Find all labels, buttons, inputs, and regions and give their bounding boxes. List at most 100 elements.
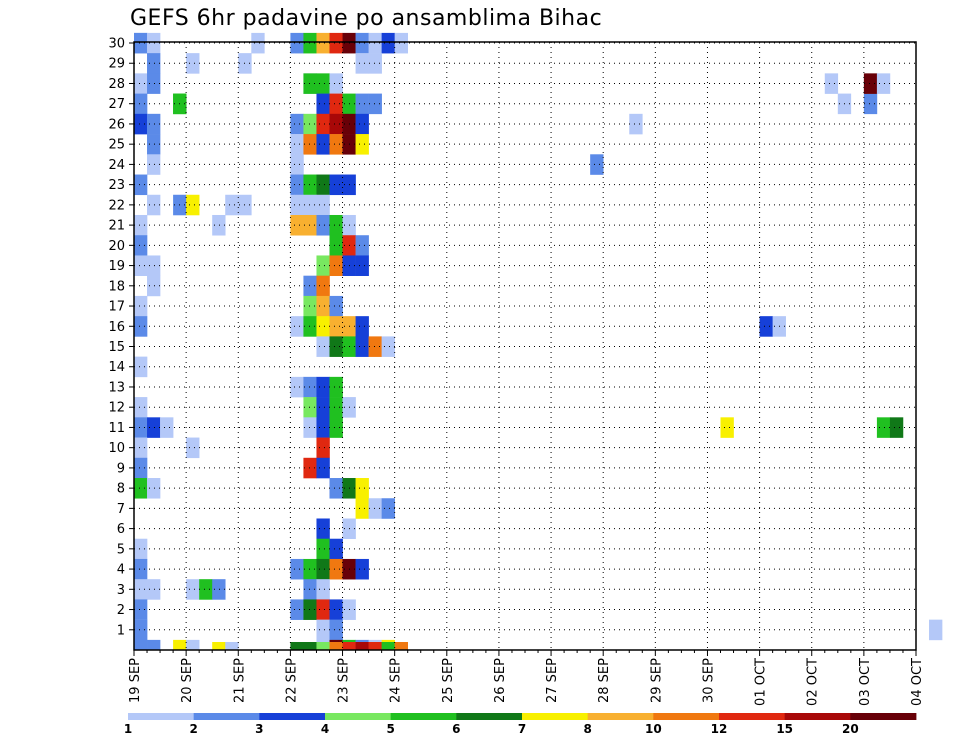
heat-cell: [134, 214, 148, 236]
heat-cell: [134, 113, 148, 135]
legend-swatch: [128, 713, 195, 720]
heat-cell: [329, 538, 343, 560]
legend-swatch: [325, 713, 392, 720]
heat-cell: [316, 255, 330, 276]
heat-cell: [303, 275, 317, 297]
x-tick-label: 22 SEP: [284, 658, 299, 703]
heat-cell: [720, 417, 734, 438]
x-tick-label: 02 OCT: [806, 658, 821, 706]
heat-cell: [316, 134, 330, 155]
heat-cell: [303, 32, 317, 54]
x-tick-label: 29 SEP: [649, 658, 664, 703]
heat-cell: [303, 376, 317, 398]
heat-cell: [629, 113, 643, 135]
heat-cell: [355, 558, 369, 580]
heat-cell: [316, 275, 330, 297]
heat-cell: [329, 113, 343, 135]
heat-cell: [316, 599, 330, 620]
heat-cell: [134, 174, 148, 196]
y-tick-label: 29: [108, 57, 125, 72]
heat-cell: [329, 255, 343, 276]
heat-cell: [929, 619, 943, 641]
heat-cell: [329, 235, 343, 256]
heat-cell: [147, 417, 161, 438]
heat-cell: [316, 316, 330, 337]
heat-cell: [316, 214, 330, 236]
heat-cell: [355, 113, 369, 135]
y-tick-label: 9: [117, 461, 125, 476]
legend-swatch: [587, 713, 654, 720]
heat-cell: [134, 478, 148, 499]
heat-cell: [134, 417, 148, 438]
heat-cell: [759, 316, 773, 337]
y-tick-label: 20: [108, 239, 125, 254]
y-tick-label: 21: [108, 219, 125, 234]
y-tick-label: 7: [117, 502, 125, 517]
heat-cell: [147, 73, 161, 94]
heat-cell: [290, 316, 304, 337]
x-tick-label: 24 SEP: [389, 658, 404, 703]
legend-swatch: [193, 713, 260, 720]
heat-cell: [876, 73, 891, 94]
heat-cell: [329, 134, 343, 155]
y-tick-label: 1: [117, 623, 125, 638]
heat-cell: [147, 154, 161, 175]
heat-cell: [368, 642, 382, 651]
y-tick-label: 12: [108, 401, 125, 416]
heat-cell: [355, 32, 369, 54]
heat-cell: [355, 642, 369, 651]
heat-cell: [147, 639, 161, 651]
y-tick-label: 28: [108, 77, 125, 92]
y-tick-label: 2: [117, 603, 125, 618]
heat-cell: [160, 417, 174, 438]
heat-cell: [381, 498, 395, 519]
legend-swatch: [456, 713, 523, 720]
legend-swatch: [653, 713, 720, 720]
legend-label: 10: [645, 722, 662, 736]
legend-label: 1: [124, 722, 132, 736]
heat-cell: [889, 417, 904, 438]
heat-cell: [134, 457, 148, 479]
y-tick-label: 18: [108, 279, 125, 294]
heat-cell: [316, 397, 330, 418]
heat-cell: [368, 93, 382, 115]
heat-cell: [212, 642, 226, 651]
chart-title: GEFS 6hr padavine po ansamblima Bihac: [130, 6, 603, 31]
heat-cell: [355, 498, 369, 519]
heat-cell: [342, 642, 356, 651]
heat-cell: [290, 194, 304, 216]
heat-cell: [303, 579, 317, 600]
legend-swatch: [784, 713, 851, 720]
heat-cell: [134, 437, 148, 459]
legend-label: 15: [776, 722, 793, 736]
heat-cell: [199, 579, 213, 600]
legend-label: 20: [842, 722, 859, 736]
heat-cell: [329, 73, 343, 94]
y-tick-label: 26: [108, 117, 125, 132]
heat-cell: [863, 73, 878, 94]
heat-cell: [303, 457, 317, 479]
x-tick-label: 28 SEP: [597, 658, 612, 703]
heat-cell: [316, 376, 330, 398]
heat-cell: [381, 642, 395, 651]
heat-cell: [134, 93, 148, 115]
heat-cell: [355, 255, 369, 276]
x-tick-label: 01 OCT: [754, 658, 769, 706]
heat-cell: [355, 235, 369, 256]
heat-cell: [303, 295, 317, 317]
y-tick-label: 24: [108, 158, 125, 173]
heat-cell: [134, 356, 148, 378]
y-tick-label: 23: [108, 178, 125, 193]
y-tick-label: 14: [108, 360, 125, 375]
legend-label: 12: [711, 722, 728, 736]
plot-frame: [133, 41, 917, 651]
heat-cell: [290, 642, 304, 651]
heat-cell: [316, 73, 330, 94]
heat-cell: [134, 538, 148, 560]
heat-cell: [316, 113, 330, 135]
x-tick-label: 26 SEP: [493, 658, 508, 703]
heat-cell: [147, 53, 161, 74]
heat-cell: [134, 579, 148, 600]
heat-cell: [355, 336, 369, 357]
heat-cell: [290, 154, 304, 175]
